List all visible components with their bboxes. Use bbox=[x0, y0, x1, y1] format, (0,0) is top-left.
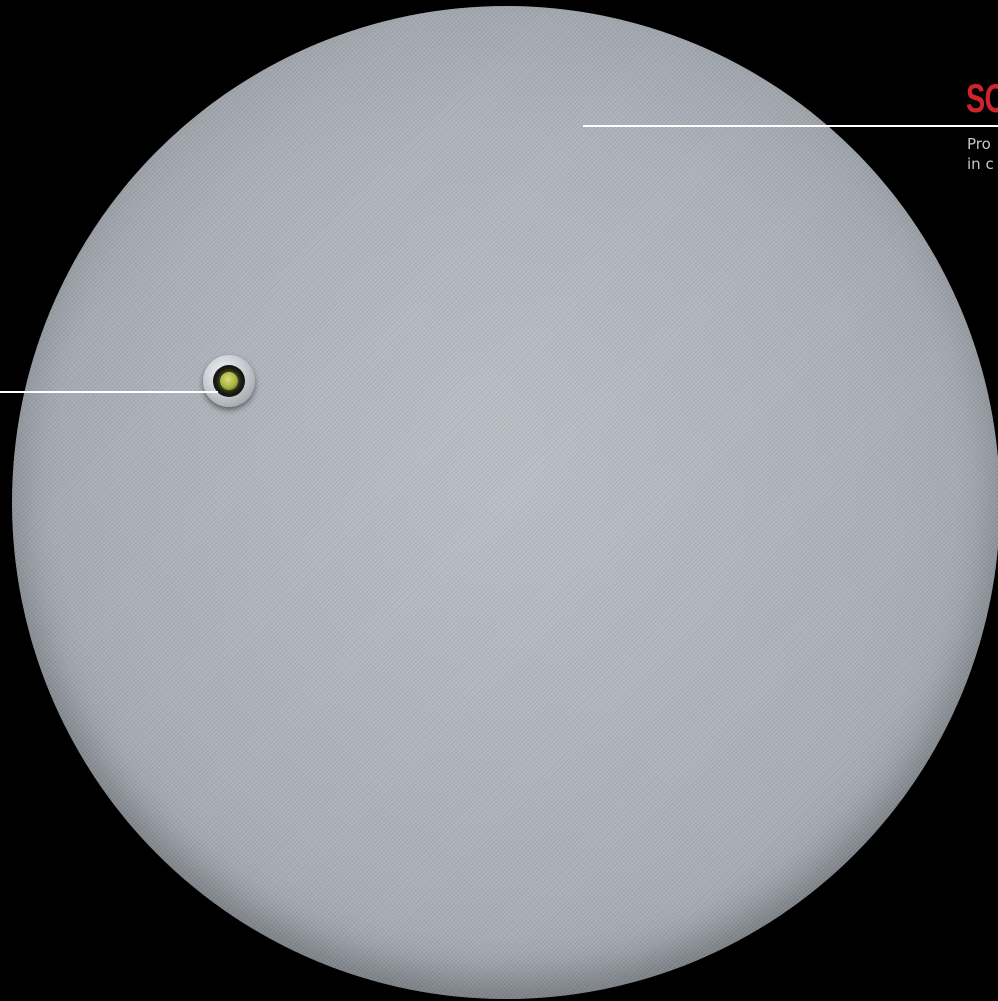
callout-description-line-1: Pro bbox=[967, 135, 991, 153]
grille-callout-line bbox=[583, 125, 998, 127]
led-light bbox=[220, 372, 238, 390]
callout-title: SO bbox=[966, 77, 998, 121]
grille-mesh-texture bbox=[12, 6, 998, 999]
led-callout-line bbox=[0, 391, 218, 393]
indicator-led-icon bbox=[203, 355, 255, 407]
callout-description: Pro in c bbox=[967, 134, 994, 174]
device-grille bbox=[12, 6, 998, 999]
callout-description-line-2: in c bbox=[967, 155, 994, 173]
led-socket bbox=[213, 365, 245, 397]
